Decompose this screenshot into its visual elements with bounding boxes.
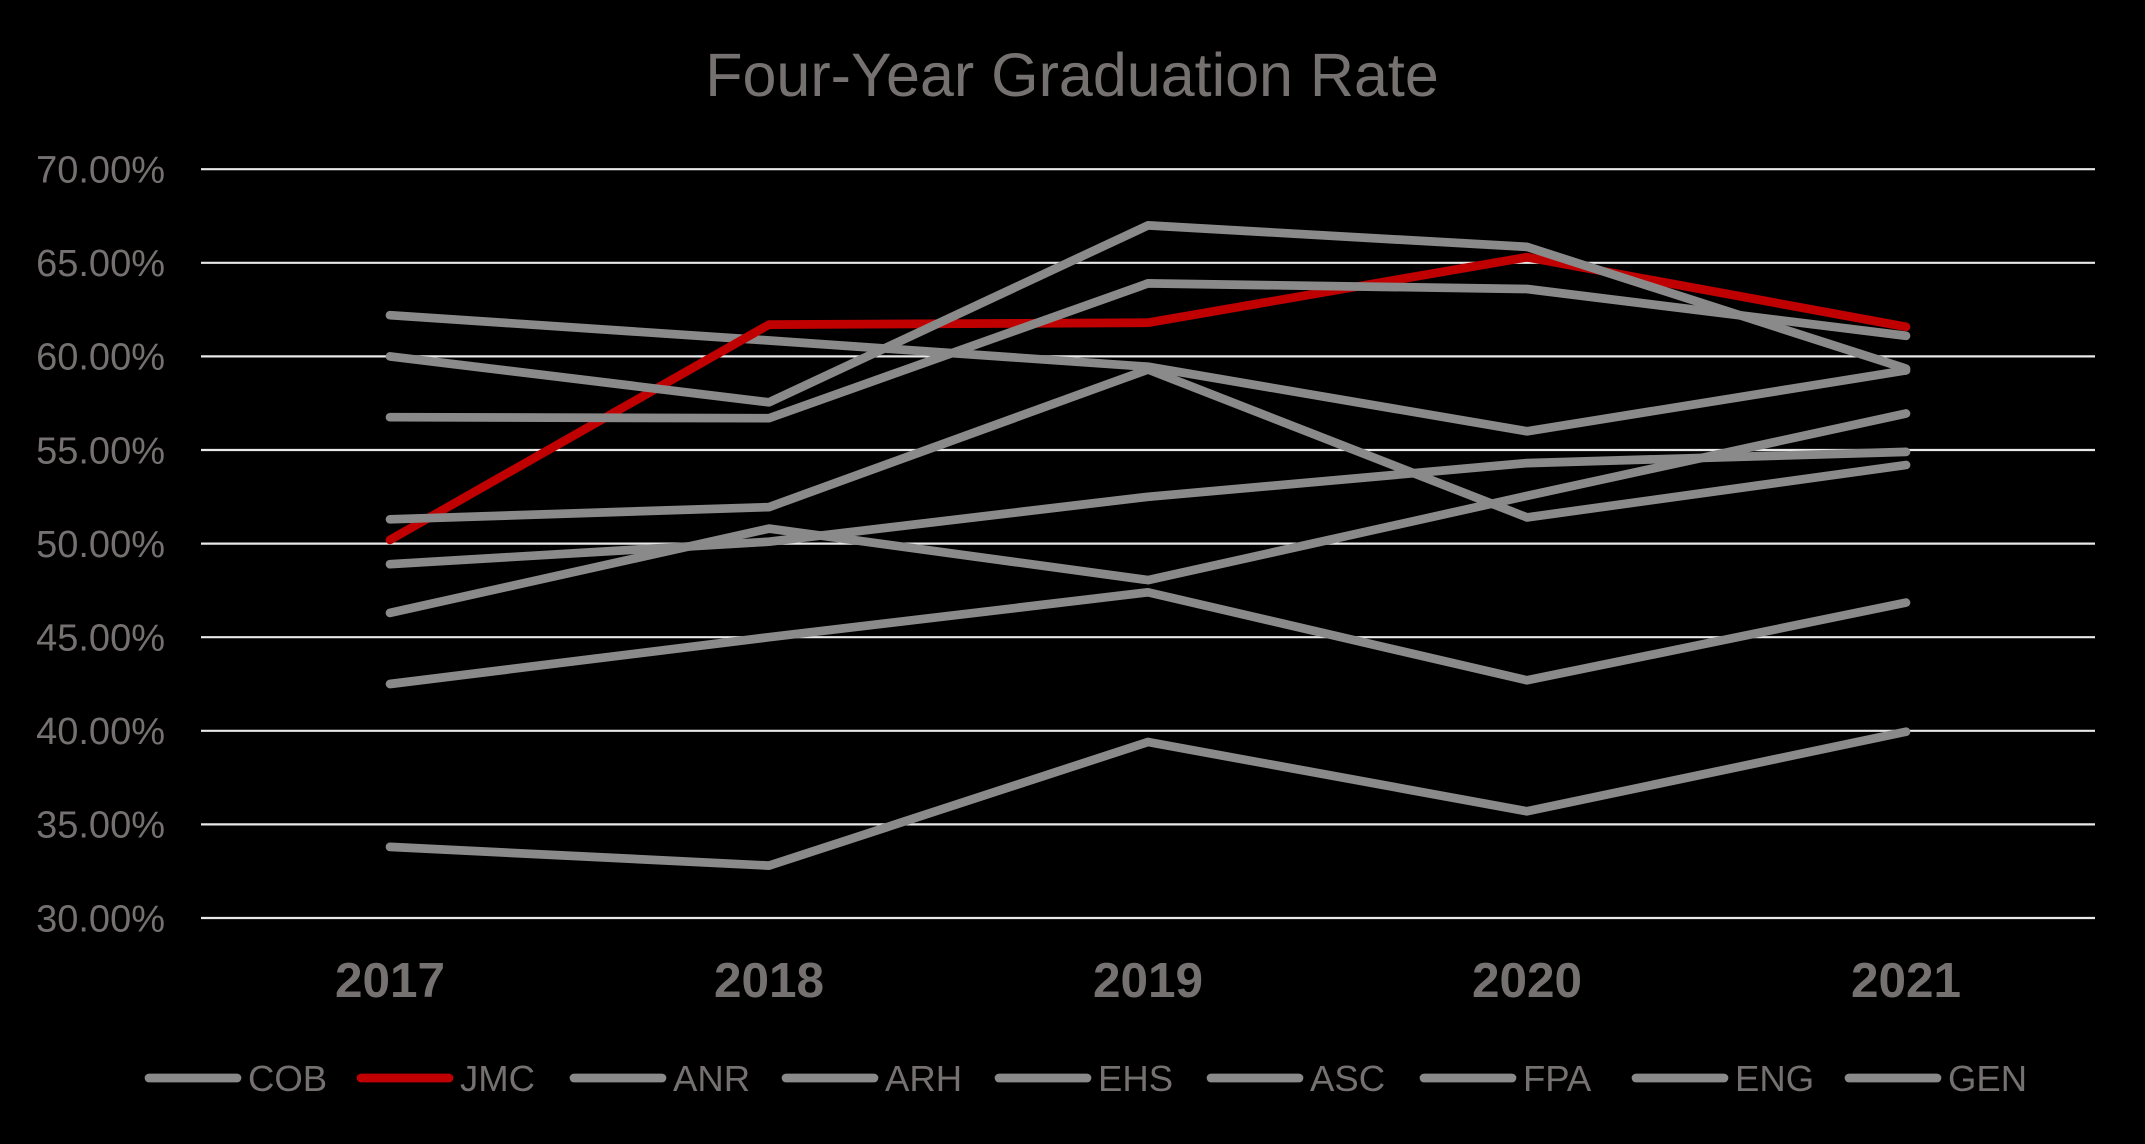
svg-text:ANR: ANR [673,1058,750,1099]
svg-text:GEN: GEN [1948,1058,2027,1099]
svg-text:2021: 2021 [1851,953,1961,1008]
svg-text:Four-Year Graduation Rate: Four-Year Graduation Rate [705,41,1439,109]
svg-text:65.00%: 65.00% [36,243,165,285]
svg-text:ASC: ASC [1310,1058,1385,1099]
svg-text:EHS: EHS [1098,1058,1173,1099]
svg-text:ARH: ARH [885,1058,962,1099]
svg-text:45.00%: 45.00% [36,618,165,660]
svg-text:40.00%: 40.00% [36,711,165,753]
svg-text:2020: 2020 [1472,953,1582,1008]
svg-text:2017: 2017 [335,953,445,1008]
svg-text:30.00%: 30.00% [36,898,165,940]
svg-text:70.00%: 70.00% [36,150,165,192]
svg-text:FPA: FPA [1523,1058,1592,1099]
svg-text:JMC: JMC [460,1058,535,1099]
svg-text:ENG: ENG [1735,1058,1814,1099]
svg-text:60.00%: 60.00% [36,337,165,379]
svg-text:35.00%: 35.00% [36,805,165,847]
svg-text:2018: 2018 [714,953,824,1008]
svg-text:50.00%: 50.00% [36,524,165,566]
svg-text:2019: 2019 [1093,953,1203,1008]
svg-text:COB: COB [248,1058,327,1099]
svg-text:55.00%: 55.00% [36,430,165,472]
